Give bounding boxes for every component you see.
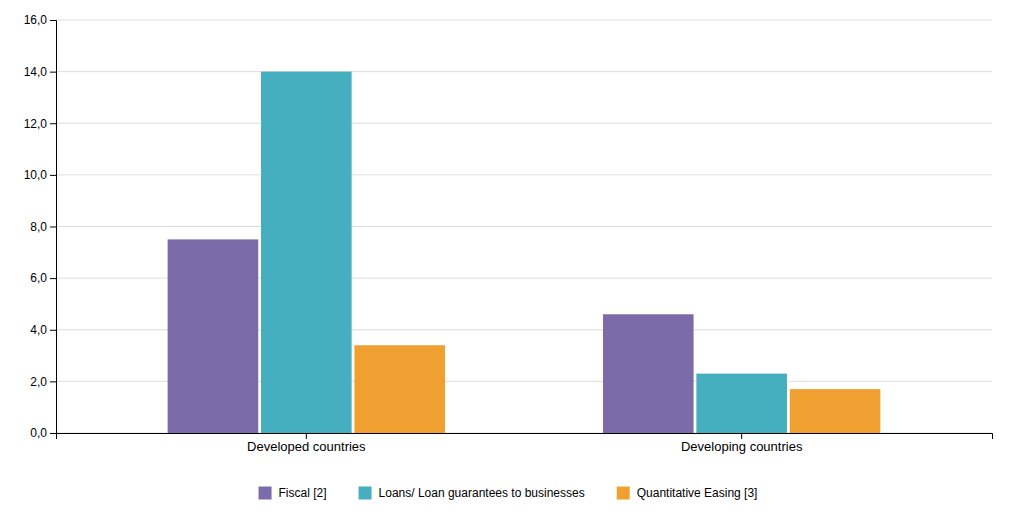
legend-label: Loans/ Loan guarantees to businesses (379, 486, 585, 500)
legend-swatch (259, 487, 272, 500)
bar (168, 239, 259, 433)
grid-line (56, 174, 992, 175)
tick: 8,0 (30, 220, 56, 234)
x-axis: Developed countries Developing countries (57, 433, 993, 454)
tick-mark (50, 175, 56, 176)
y-axis: 0,0 2,0 4,0 6,0 8,0 10,0 12,0 14,0 16,0 (24, 13, 57, 440)
tick-mark (50, 381, 56, 382)
bar (603, 314, 694, 433)
tick-mark (50, 227, 56, 228)
axis-line (50, 21, 57, 434)
grid (56, 20, 992, 433)
series (354, 345, 880, 433)
tick-mark (306, 433, 307, 439)
tick-label: 16,0 (24, 13, 48, 27)
legend-swatch (359, 487, 372, 500)
tick-label: 4,0 (30, 323, 47, 337)
bar (354, 345, 445, 433)
tick: Developed countries (247, 433, 366, 454)
tick-mark (50, 330, 56, 331)
tick: Developing countries (681, 433, 803, 454)
tick: 2,0 (30, 375, 56, 389)
grid-line (56, 20, 992, 21)
grid-line (56, 71, 992, 72)
tick-label: 12,0 (24, 117, 48, 131)
chart: 0,0 2,0 4,0 6,0 8,0 10,0 12,0 14,0 16,0 Developed… (0, 0, 1016, 523)
tick-mark (50, 123, 56, 124)
tick-label: Developing countries (681, 439, 803, 454)
tick: 12,0 (24, 117, 56, 131)
tick: 4,0 (30, 323, 56, 337)
series (168, 239, 694, 433)
tick-label: Developed countries (247, 439, 366, 454)
tick-mark (50, 20, 56, 21)
legend-label: Fiscal [2] (279, 486, 327, 500)
tick: 0,0 (30, 426, 56, 440)
tick-label: 2,0 (30, 375, 47, 389)
tick-mark (741, 433, 742, 439)
tick-mark (50, 72, 56, 73)
tick-mark (50, 278, 56, 279)
tick: 14,0 (24, 65, 56, 79)
bar (696, 374, 787, 433)
grid-line (56, 123, 992, 124)
bar (790, 389, 881, 433)
legend: Fiscal [2] Loans/ Loan guarantees to busi… (259, 486, 758, 500)
legend-swatch (617, 487, 630, 500)
tick-label: 14,0 (24, 65, 48, 79)
grid-line (56, 226, 992, 227)
legend-label: Quantitative Easing [3] (637, 486, 758, 500)
plot: 0,0 2,0 4,0 6,0 8,0 10,0 12,0 14,0 16,0 Developed… (24, 13, 993, 454)
axis-line (57, 434, 993, 440)
tick-label: 8,0 (30, 220, 47, 234)
tick: 10,0 (24, 168, 56, 182)
bars (168, 72, 881, 433)
tick-label: 0,0 (30, 426, 47, 440)
series (261, 72, 787, 433)
bar (261, 72, 352, 433)
legend-item: Loans/ Loan guarantees to businesses (359, 486, 585, 500)
tick-mark (50, 433, 56, 434)
tick: 16,0 (24, 13, 56, 27)
tick: 6,0 (30, 271, 56, 285)
tick-label: 6,0 (30, 271, 47, 285)
tick-label: 10,0 (24, 168, 48, 182)
legend-item: Quantitative Easing [3] (617, 486, 758, 500)
legend-item: Fiscal [2] (259, 486, 327, 500)
